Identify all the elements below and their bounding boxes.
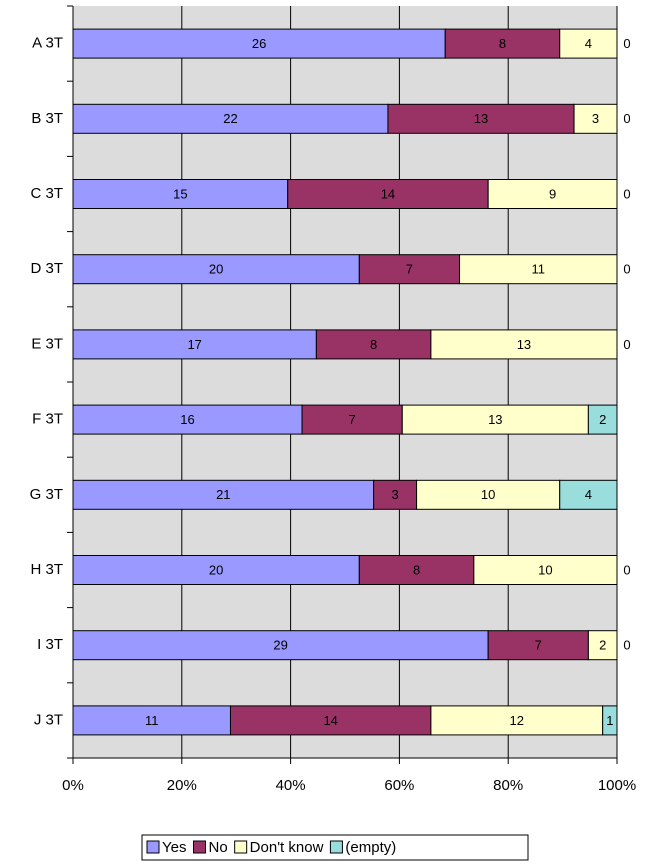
data-label: 0 [623, 337, 630, 352]
data-label: 13 [474, 111, 488, 126]
legend-swatch [329, 840, 343, 854]
legend-label: No [208, 839, 227, 856]
x-tick-label: 80% [493, 777, 523, 794]
data-label: 20 [209, 562, 223, 577]
data-label: 7 [349, 412, 356, 427]
y-tick-label: A 3T [32, 35, 63, 52]
data-label: 4 [585, 487, 592, 502]
bar-segment [72, 705, 231, 736]
x-tick-label: 0% [62, 777, 84, 794]
data-label: 12 [510, 713, 524, 728]
bar-segment [358, 254, 461, 285]
data-label: 0 [623, 186, 630, 201]
bar-segment [401, 404, 589, 435]
y-tick-label: B 3T [31, 110, 63, 127]
data-label: 20 [209, 262, 223, 277]
data-label: 0 [623, 562, 630, 577]
data-label: 8 [499, 36, 506, 51]
legend-swatch [234, 840, 248, 854]
bar-segment [72, 479, 375, 510]
bar-segment [430, 705, 604, 736]
data-label: 13 [488, 412, 502, 427]
bar-segment [473, 555, 618, 585]
data-label: 16 [180, 412, 194, 427]
y-tick-label: G 3T [30, 486, 63, 503]
y-tick-label: E 3T [31, 335, 63, 352]
bar-segment [287, 179, 489, 209]
bar-segment [573, 103, 618, 134]
data-label: 3 [592, 111, 599, 126]
data-label: 0 [623, 262, 630, 277]
bar-segment [430, 329, 618, 360]
bar-segment [72, 404, 303, 435]
bar-segment [72, 630, 489, 661]
data-label: 15 [173, 186, 187, 201]
bar-segment [72, 254, 360, 285]
bar-segment [587, 404, 618, 435]
data-label: 11 [532, 262, 546, 277]
bar-segment [487, 179, 618, 209]
data-label: 8 [413, 562, 420, 577]
x-tick-label: 60% [384, 777, 414, 794]
bar-segment [602, 705, 618, 736]
legend-label: Don't know [250, 839, 324, 856]
legend-label: Yes [162, 839, 186, 856]
data-label: 26 [252, 36, 266, 51]
data-label: 8 [370, 337, 377, 352]
data-label: 4 [585, 36, 592, 51]
y-tick-label: J 3T [34, 711, 63, 728]
x-tick-label: 40% [276, 777, 306, 794]
y-tick-label: H 3T [30, 561, 63, 578]
y-tick-label: F 3T [32, 411, 63, 428]
data-label: 7 [535, 638, 542, 653]
data-label: 2 [599, 412, 606, 427]
bar-segment [72, 28, 446, 59]
bar-segment [387, 103, 575, 134]
data-label: 14 [323, 713, 337, 728]
legend-label: (empty) [345, 839, 396, 856]
bar-segment [72, 103, 389, 134]
data-label: 0 [623, 638, 630, 653]
x-tick-label: 100% [598, 777, 636, 794]
data-label: 22 [223, 111, 237, 126]
data-label: 11 [145, 713, 159, 728]
legend-swatch [192, 840, 206, 854]
data-label: 2 [599, 638, 606, 653]
bar-segment [373, 479, 418, 510]
data-label: 1 [606, 713, 613, 728]
data-label: 10 [538, 562, 552, 577]
bar-segment [559, 479, 618, 510]
bar-segment [587, 630, 618, 661]
y-tick-label: C 3T [30, 185, 63, 202]
bar-segment [559, 28, 618, 59]
y-tick-label: D 3T [30, 260, 63, 277]
data-label: 29 [273, 638, 287, 653]
data-label: 14 [381, 186, 395, 201]
data-label: 9 [549, 186, 556, 201]
data-label: 21 [216, 487, 230, 502]
bar-segment [315, 329, 432, 360]
x-tick-label: 20% [167, 777, 197, 794]
data-label: 10 [481, 487, 495, 502]
data-label: 13 [517, 337, 531, 352]
data-label: 17 [187, 337, 201, 352]
bar-segment [459, 254, 618, 285]
data-label: 3 [391, 487, 398, 502]
bar-segment [358, 555, 475, 585]
legend-swatch [146, 840, 160, 854]
bar-segment [72, 555, 360, 585]
bar-segment [301, 404, 403, 435]
data-label: 0 [623, 36, 630, 51]
data-label: 0 [623, 111, 630, 126]
bar-segment [444, 28, 561, 59]
data-label: 7 [406, 262, 413, 277]
y-tick-label: I 3T [37, 636, 63, 653]
